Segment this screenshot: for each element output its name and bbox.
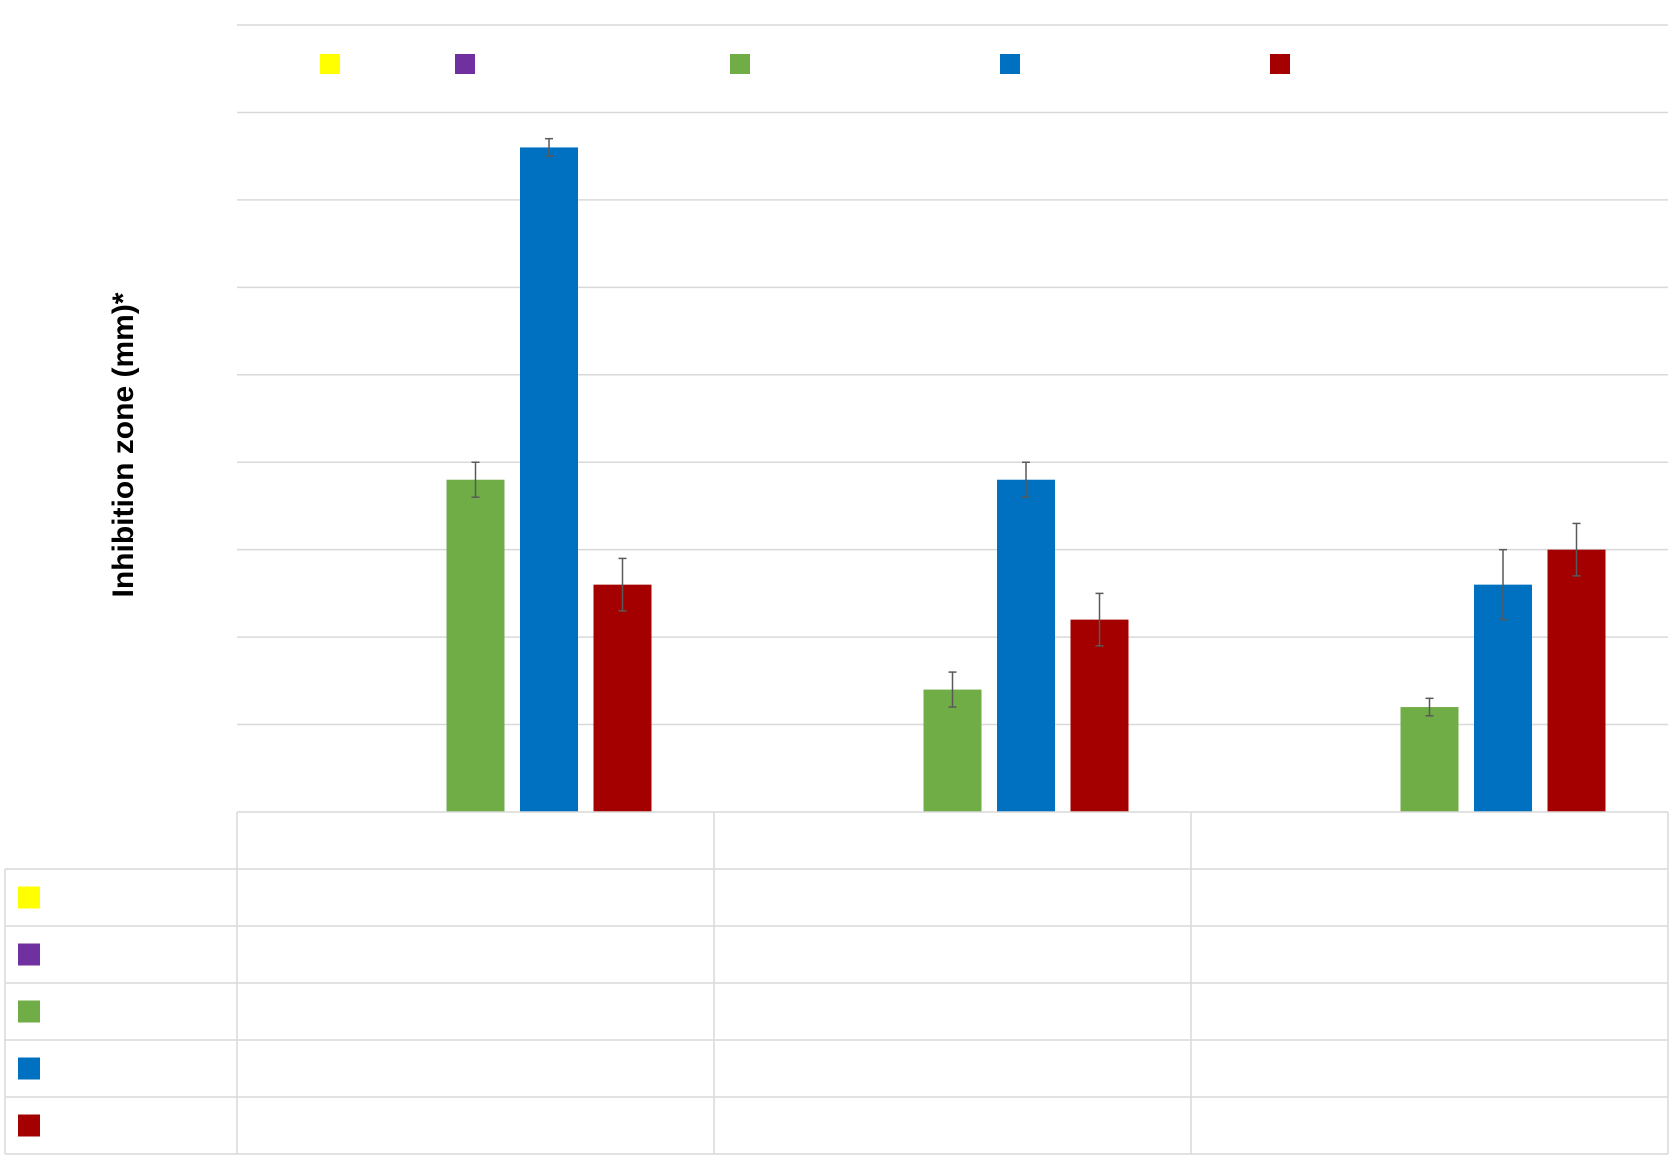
legend-swatch	[455, 54, 475, 74]
row-legend-swatch	[18, 886, 40, 909]
row-legend-swatch	[18, 943, 40, 966]
row-legend-swatch	[18, 1000, 40, 1023]
row-legend-swatch	[18, 1057, 40, 1080]
legend-swatch	[320, 54, 340, 74]
bar	[997, 479, 1055, 812]
legend-swatch	[1000, 54, 1020, 74]
bar	[1400, 707, 1459, 812]
y-axis-label: Inhibition zone (mm)*	[107, 292, 140, 597]
bar	[923, 689, 982, 812]
legend	[320, 54, 1290, 74]
bar	[520, 147, 578, 812]
data-table	[4, 811, 1669, 1155]
legend-swatch	[730, 54, 750, 74]
row-legend-swatch	[18, 1114, 40, 1137]
bar	[446, 479, 505, 812]
bar	[593, 584, 652, 812]
bar	[1474, 584, 1532, 812]
bars	[446, 137, 1606, 812]
legend-swatch	[1270, 54, 1290, 74]
bar	[1547, 549, 1606, 812]
bar	[1070, 619, 1129, 812]
